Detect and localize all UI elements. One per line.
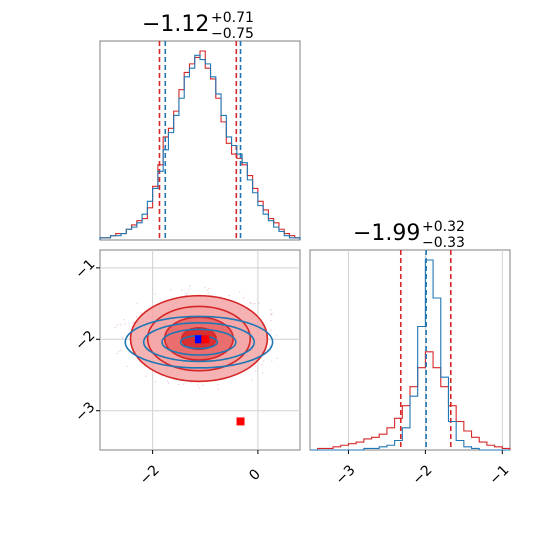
x-tick-label: −3 — [333, 462, 359, 488]
sample-point — [251, 379, 253, 381]
sample-point — [140, 312, 143, 314]
sample-point — [167, 382, 170, 384]
sample-point — [207, 291, 209, 294]
sample-point — [255, 365, 257, 368]
sample-point — [206, 289, 208, 291]
sample-point — [271, 312, 273, 315]
sample-point — [197, 384, 199, 386]
title-bottom-right: −1.99 +0.32 −0.33 — [353, 219, 465, 251]
sample-point — [136, 302, 138, 304]
y-tick-label: −2 — [72, 328, 98, 354]
title-lower-error: −0.33 — [422, 235, 465, 251]
sample-point — [135, 316, 137, 318]
sample-point — [198, 387, 200, 389]
sample-point — [116, 324, 119, 326]
marker-square — [236, 417, 245, 426]
sample-point — [154, 381, 157, 383]
sample-point — [254, 302, 256, 305]
axes-frame — [99, 40, 301, 241]
sample-point — [258, 302, 260, 304]
axes-frame — [309, 249, 511, 451]
sample-point — [126, 365, 128, 368]
sample-point — [242, 297, 245, 299]
sample-point — [124, 323, 126, 325]
x-tick-label: −2 — [410, 462, 436, 488]
sample-point — [239, 291, 241, 293]
sample-point — [145, 375, 147, 378]
contour-level — [124, 315, 274, 369]
sample-point — [204, 286, 206, 289]
sample-point — [270, 313, 273, 316]
sample-point — [166, 380, 169, 382]
sample-point — [262, 360, 265, 362]
sample-point — [120, 349, 122, 351]
sample-point — [269, 345, 271, 347]
sample-point — [250, 302, 252, 304]
sample-point — [129, 325, 131, 328]
y-tick-label: −3 — [72, 399, 98, 425]
sample-point — [270, 329, 272, 331]
x-tick-label: −1 — [487, 462, 513, 488]
sample-point — [189, 285, 191, 287]
sample-point — [181, 289, 183, 292]
sample-point — [252, 303, 254, 305]
sample-point — [255, 370, 257, 372]
histogram-panel-x — [99, 40, 301, 241]
sample-point — [177, 383, 180, 386]
title-lower-error: −0.75 — [211, 26, 254, 42]
sample-point — [217, 388, 219, 390]
sample-point — [188, 289, 190, 291]
histogram-step-line — [99, 50, 301, 240]
sample-point — [276, 335, 278, 337]
sample-point — [123, 318, 125, 321]
histogram-step-line — [99, 54, 301, 240]
sample-point — [276, 357, 279, 360]
sample-point — [170, 289, 172, 291]
sample-point — [118, 350, 120, 353]
marker-square — [201, 335, 210, 344]
sample-point — [208, 287, 210, 290]
contour-level — [161, 328, 237, 356]
sample-point — [228, 294, 230, 297]
sample-point — [220, 295, 222, 297]
sample-point — [261, 372, 264, 374]
x-tick-label: 0 — [246, 466, 264, 484]
histogram-step-line — [310, 259, 510, 451]
contour-panel: −2 0 −1 −2 −3 — [72, 249, 301, 488]
axes-frame — [99, 249, 301, 451]
sample-point — [132, 322, 134, 324]
histogram-panel-y: −3 −2 −1 — [309, 249, 513, 488]
title-upper-error: +0.71 — [211, 10, 254, 26]
sample-point — [121, 337, 124, 339]
title-value: −1.99 — [353, 221, 420, 246]
x-tick-label: −2 — [137, 462, 163, 488]
sample-point — [154, 293, 156, 295]
sample-point — [114, 326, 117, 329]
sample-point — [271, 360, 273, 362]
title-upper-error: +0.32 — [422, 219, 465, 235]
sample-point — [270, 319, 272, 322]
sample-point — [202, 384, 204, 387]
sample-point — [116, 352, 118, 355]
sample-point — [261, 364, 263, 366]
sample-point — [182, 383, 185, 385]
sample-point — [217, 384, 219, 386]
sample-point — [270, 309, 272, 311]
title-top-left: −1.12 +0.71 −0.75 — [142, 10, 254, 42]
title-value: −1.12 — [142, 12, 209, 37]
marker-square — [194, 335, 203, 344]
sample-point — [119, 324, 122, 326]
sample-point — [266, 348, 268, 351]
sample-point — [186, 292, 188, 295]
y-tick-label: −1 — [72, 256, 98, 282]
contour-level — [142, 322, 256, 363]
histogram-step-line — [310, 351, 511, 451]
